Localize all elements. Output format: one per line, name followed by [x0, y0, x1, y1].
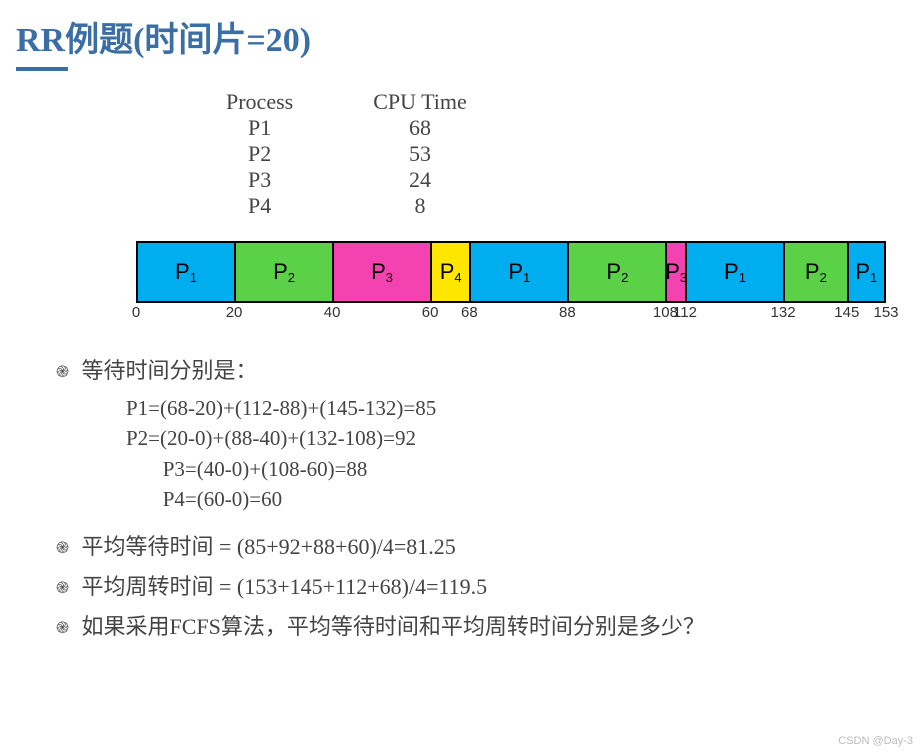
cell: 24 — [333, 167, 507, 193]
gantt-tick: 0 — [132, 304, 140, 321]
gantt-tick: 132 — [771, 304, 796, 321]
bullet-text: 平均等待时间 = (85+92+88+60)/4=81.25 — [82, 534, 456, 559]
bullet-text: 平均周转时间 = (153+145+112+68)/4=119.5 — [82, 574, 488, 599]
table-row: P4 8 — [186, 193, 507, 219]
gantt-tick: 153 — [873, 304, 898, 321]
bullet-icon: ֎ — [56, 616, 76, 638]
gantt-tick: 20 — [226, 304, 243, 321]
bullet-item: ֎ 平均等待时间 = (85+92+88+60)/4=81.25 — [56, 529, 905, 561]
calc-line: P2=(20-0)+(88-40)+(132-108)=92 — [126, 423, 905, 453]
bullet-item: ֎ 如果采用FCFS算法，平均等待时间和平均周转时间分别是多少？ — [56, 609, 905, 641]
bullet-icon: ֎ — [56, 536, 76, 558]
cell: 68 — [333, 115, 507, 141]
gantt-tick: 112 — [673, 304, 697, 321]
gantt-cell: P2 — [783, 241, 847, 303]
page-title: RR例题(时间片=20) — [16, 12, 905, 61]
col-process: Process — [186, 89, 333, 115]
gantt-cell: P3 — [332, 241, 430, 303]
gantt-cell: P3 — [665, 241, 685, 303]
gantt-cell: P1 — [136, 241, 234, 303]
gantt-cell: P4 — [430, 241, 469, 303]
calculation-block: P1=(68-20)+(112-88)+(145-132)=85 P2=(20-… — [126, 393, 905, 515]
bullet-list: ֎ 等待时间分别是： P1=(68-20)+(112-88)+(145-132)… — [56, 353, 905, 641]
gantt-tick: 60 — [422, 304, 439, 321]
gantt-cell: P1 — [469, 241, 567, 303]
cell: P4 — [186, 193, 333, 219]
gantt-tick: 40 — [324, 304, 341, 321]
table-row: P3 24 — [186, 167, 507, 193]
col-cputime: CPU Time — [333, 89, 507, 115]
gantt-tick: 145 — [834, 304, 859, 321]
calc-line: P4=(60-0)=60 — [126, 484, 905, 514]
cell: 53 — [333, 141, 507, 167]
table-row: P1 68 — [186, 115, 507, 141]
gantt-cell: P1 — [685, 241, 783, 303]
gantt-cell: P1 — [847, 241, 886, 303]
table-header-row: Process CPU Time — [186, 89, 507, 115]
cell: P1 — [186, 115, 333, 141]
bullet-text: 如果采用FCFS算法，平均等待时间和平均周转时间分别是多少？ — [82, 614, 705, 639]
bullet-icon: ֎ — [56, 576, 76, 598]
gantt-chart: P1P2P3P4P1P2P3P1P2P1 0204060688810811213… — [136, 241, 905, 325]
gantt-cell: P2 — [567, 241, 665, 303]
gantt-cell: P2 — [234, 241, 332, 303]
watermark: CSDN @Day-3 — [838, 735, 913, 747]
title-underline — [16, 67, 68, 71]
table-row: P2 53 — [186, 141, 507, 167]
cell: P2 — [186, 141, 333, 167]
bullet-item: ֎ 平均周转时间 = (153+145+112+68)/4=119.5 — [56, 569, 905, 601]
process-table: Process CPU Time P1 68 P2 53 P3 24 P4 8 — [186, 89, 507, 219]
gantt-tick: 68 — [461, 304, 478, 321]
gantt-tick: 88 — [559, 304, 576, 321]
bullet-text: 等待时间分别是： — [82, 358, 258, 383]
cell: P3 — [186, 167, 333, 193]
calc-line: P1=(68-20)+(112-88)+(145-132)=85 — [126, 393, 905, 423]
bullet-icon: ֎ — [56, 360, 76, 382]
bullet-item: ֎ 等待时间分别是： — [56, 353, 905, 385]
calc-line: P3=(40-0)+(108-60)=88 — [126, 454, 905, 484]
cell: 8 — [333, 193, 507, 219]
